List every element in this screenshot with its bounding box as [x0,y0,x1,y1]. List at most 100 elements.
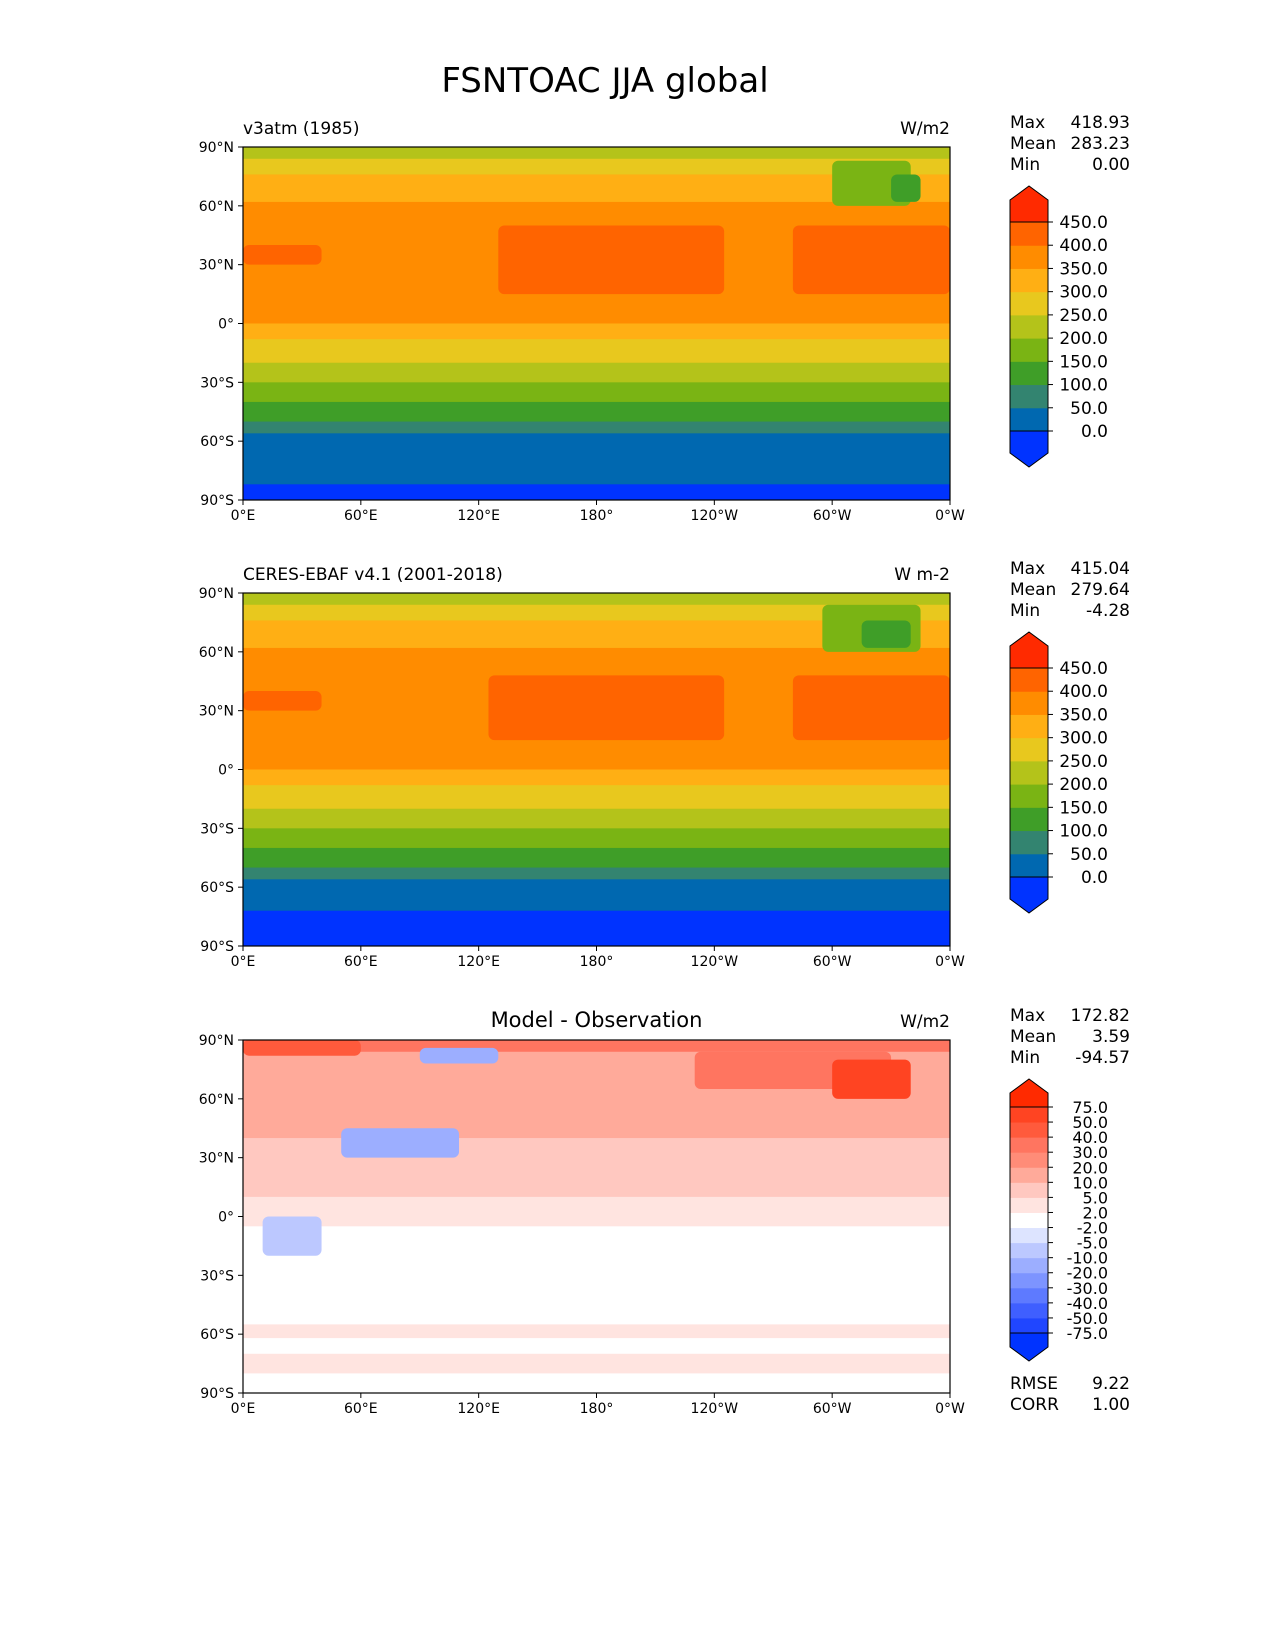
colorbar-label: -2.0 [1077,1219,1108,1238]
lat-band [243,1196,950,1227]
colorbar-bin [1010,1152,1048,1168]
stat-value: 9.22 [1092,1374,1130,1394]
map-panel-1: 0°E 60°E 120°E 180° 120°W 60°W 0°W 90°N 60°N 30°N… [199,113,1130,524]
colorbar-bin [1010,245,1048,269]
colorbar-bin [1010,268,1048,293]
colorbar-bin [1010,222,1048,246]
lat-band [243,769,950,786]
colorbar-bin [1010,760,1048,785]
colorbar-label: 350.0 [1059,705,1108,725]
colorbar-bin [1010,1227,1048,1244]
colorbar-extend-max [1009,631,1049,669]
stat-value: 1.00 [1092,1395,1130,1415]
stat-label: Mean [1010,1027,1056,1047]
colorbar-bin [1010,691,1048,715]
colorbar-label: -30.0 [1067,1279,1108,1298]
colorbar-bin [1010,830,1048,855]
x-tick-label: 0°W [935,1401,965,1417]
colorbar-label: 50.0 [1072,1113,1108,1132]
colorbar-label: -40.0 [1067,1294,1108,1313]
lat-band [243,433,950,485]
colorbar-label: -5.0 [1077,1234,1108,1253]
colorbar-bin [1010,407,1048,432]
colorbar-bin [1010,784,1048,808]
colorbar-label: 200.0 [1059,329,1108,349]
lat-band [243,828,950,849]
region-patch [243,245,322,265]
lat-band [243,1338,950,1355]
region-patch [498,225,725,295]
lat-band [243,158,950,175]
y-tick-label: 60°N [199,199,234,215]
region-patch [832,1059,911,1099]
lat-band [243,1255,950,1325]
lat-band [243,1373,950,1393]
x-tick-label: 120°E [457,954,500,970]
x-tick-label: 60°E [344,954,378,970]
lat-band [243,323,950,340]
y-tick-label: 0° [218,763,234,779]
y-tick-label: 60°S [200,1327,234,1343]
x-tick-label: 0°E [231,508,256,524]
stat-value: 283.23 [1071,134,1130,154]
colorbar-extend-max [1009,185,1049,223]
x-tick-label: 0°E [231,954,256,970]
stat-label: Min [1010,1048,1040,1068]
colorbar-extend-min [1009,876,1049,914]
lat-band [243,879,950,912]
colorbar-label: 20.0 [1072,1158,1108,1177]
lat-band [243,808,950,829]
lat-band [243,1040,950,1053]
colorbar-label: 5.0 [1083,1188,1108,1207]
colorbar-label: 50.0 [1070,399,1108,419]
x-tick-label: 120°E [457,508,500,524]
panel-title: Model - Observation [491,1008,703,1032]
colorbar-label: 100.0 [1059,376,1108,396]
lat-band [243,1353,950,1374]
colorbar-label: -10.0 [1067,1249,1108,1268]
colorbar-label: 100.0 [1059,822,1108,842]
stat-value: 418.93 [1071,113,1130,133]
lat-band [243,401,950,423]
stat-label: Mean [1010,580,1056,600]
colorbar-bin [1010,1257,1048,1274]
region-patch [792,225,950,295]
units-label: W/m2 [900,1012,950,1032]
x-tick-label: 0°W [935,954,965,970]
region-patch [341,1128,460,1158]
lat-band [243,147,950,160]
y-tick-label: 90°S [200,1386,234,1402]
colorbar-label: 300.0 [1059,283,1108,303]
colorbar-bin [1010,853,1048,878]
colorbar-label: 200.0 [1059,775,1108,795]
colorbar-label: 0.0 [1081,422,1108,442]
colorbar-label: 2.0 [1083,1203,1108,1222]
colorbar-frame [1009,1106,1049,1334]
y-tick-label: 60°S [200,434,234,450]
region-patch [792,675,950,741]
lat-band [243,339,950,364]
colorbar-bin [1010,384,1048,409]
stat-value: 172.82 [1071,1006,1130,1026]
colorbar-label: 30.0 [1072,1143,1108,1162]
colorbar-label: 10.0 [1072,1173,1108,1192]
x-tick-label: 60°E [344,508,378,524]
lat-band [243,604,950,621]
colorbar-label: 0.0 [1081,868,1108,888]
colorbar-bin [1010,1287,1048,1304]
lat-band [243,593,950,606]
y-tick-label: 0° [218,317,234,333]
x-tick-label: 180° [580,508,614,524]
panel-subtitle: CERES-EBAF v4.1 (2001-2018) [243,565,503,585]
colorbar-label: 150.0 [1059,798,1108,818]
colorbar-label: 150.0 [1059,352,1108,372]
colorbar-bin [1010,1197,1048,1213]
y-tick-label: 90°N [199,140,234,156]
colorbar-bin [1010,1272,1048,1289]
x-tick-label: 60°W [813,508,852,524]
lat-band [243,421,950,434]
colorbar-bin [1010,1242,1048,1259]
x-tick-label: 60°E [344,1401,378,1417]
colorbar-frame [1009,667,1049,878]
